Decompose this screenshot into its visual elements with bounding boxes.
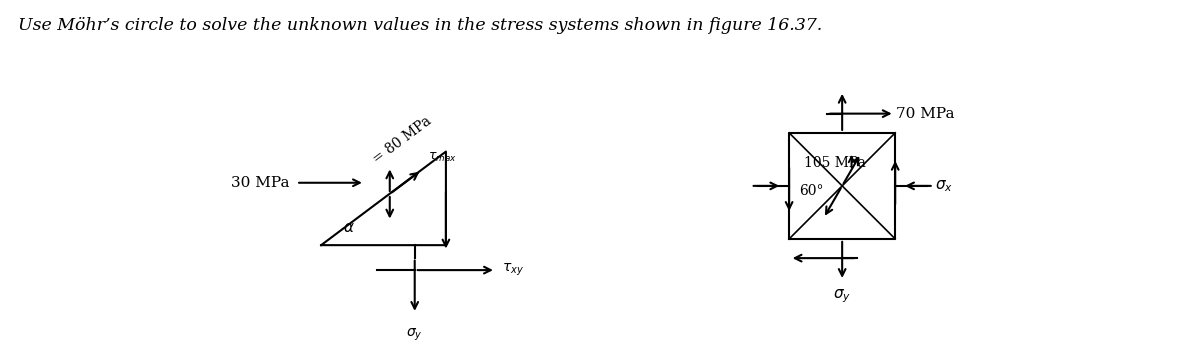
Text: 30 MPa: 30 MPa bbox=[232, 176, 290, 190]
Text: 70 MPa: 70 MPa bbox=[896, 107, 955, 121]
Text: 60°: 60° bbox=[799, 184, 823, 198]
Text: $\sigma_y$: $\sigma_y$ bbox=[833, 288, 851, 306]
Text: $\tau_{max}$: $\tau_{max}$ bbox=[428, 151, 457, 164]
Text: $\sigma_x$: $\sigma_x$ bbox=[935, 178, 954, 194]
Text: $\sigma_y$: $\sigma_y$ bbox=[407, 326, 424, 343]
Text: 105 MPa: 105 MPa bbox=[804, 155, 866, 169]
Text: Use Möhr’s circle to solve the unknown values in the stress systems shown in fig: Use Möhr’s circle to solve the unknown v… bbox=[18, 18, 822, 35]
Text: $\tau_{xy}$: $\tau_{xy}$ bbox=[502, 262, 524, 278]
Text: = 80 MPa: = 80 MPa bbox=[370, 113, 433, 166]
Text: $\alpha$: $\alpha$ bbox=[343, 221, 354, 235]
